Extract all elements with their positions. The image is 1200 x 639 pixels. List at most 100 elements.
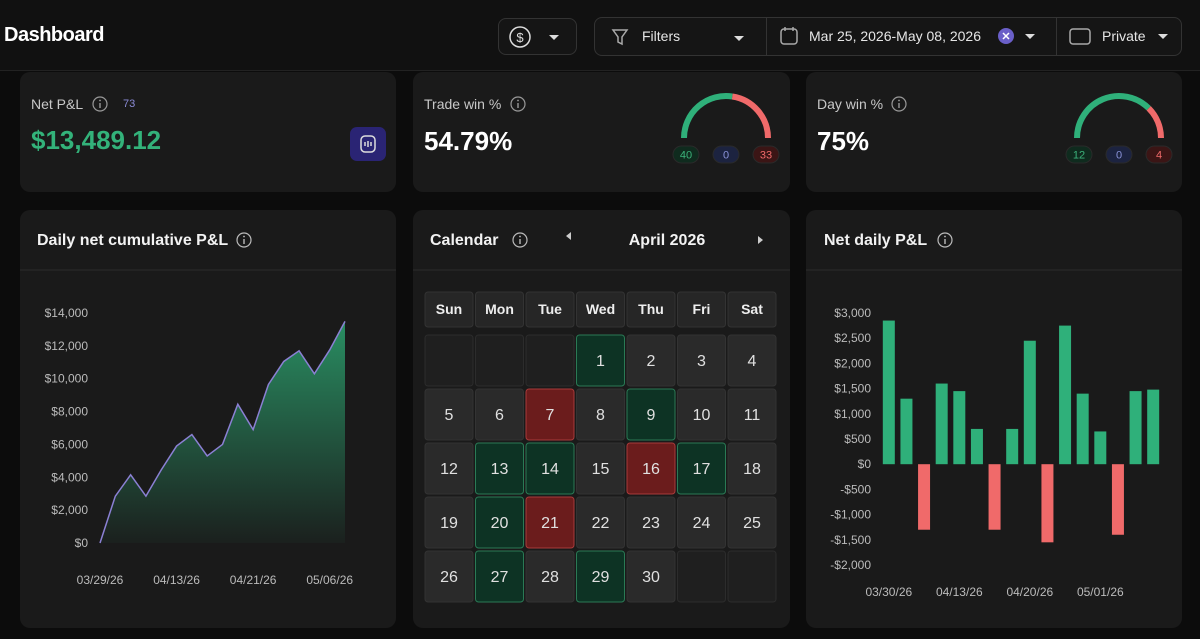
day-number: 15 — [592, 461, 610, 478]
day-number: 21 — [541, 515, 559, 532]
empty-cell — [475, 334, 524, 387]
x-tick-label: 04/13/26 — [153, 573, 200, 587]
x-tick-label: 05/06/26 — [306, 573, 353, 587]
day-number: 8 — [596, 407, 605, 424]
filters-button[interactable]: Filters — [594, 17, 767, 56]
card-label: Net P&L — [31, 96, 84, 112]
weekday-cell — [727, 291, 777, 328]
y-tick-label: $12,000 — [45, 339, 89, 353]
x-tick-label: 04/21/26 — [230, 573, 277, 587]
day-cell — [475, 388, 524, 441]
day-cell — [475, 442, 524, 495]
gauge-badge — [1105, 145, 1133, 164]
y-tick-label: $500 — [844, 432, 871, 446]
prev-month[interactable] — [566, 232, 571, 240]
filters-icon — [611, 29, 744, 46]
x-tick-label: 05/01/26 — [1077, 585, 1124, 599]
calendar: Calendar April 2026 Sun Mon Tue Wed Thu Fri Sa… — [413, 232, 790, 603]
day-number: 29 — [592, 569, 610, 586]
gauge: 12 0 4 — [1065, 93, 1173, 164]
gauge-count: 4 — [1156, 150, 1162, 162]
y-tick-label: $10,000 — [45, 372, 89, 386]
day-cell — [677, 442, 726, 495]
currency-button[interactable]: $ — [498, 18, 577, 55]
y-tick-label: $3,000 — [834, 306, 871, 320]
day-number: 2 — [647, 353, 656, 370]
account-button[interactable]: Private — [1056, 17, 1182, 56]
bar — [1111, 464, 1124, 535]
day-number: 25 — [743, 515, 761, 532]
day-cell — [525, 496, 575, 549]
y-tick-label: $2,000 — [51, 503, 88, 517]
y-tick-label: -$1,500 — [830, 533, 871, 547]
line — [99, 321, 346, 544]
bar — [988, 464, 1001, 530]
weekday-label: Wed — [586, 301, 615, 317]
gauge-badge — [1065, 145, 1093, 164]
account-label: Private — [1102, 28, 1146, 44]
page-title: Dashboard — [4, 24, 104, 46]
day-cell — [626, 442, 676, 495]
day-number: 23 — [642, 515, 660, 532]
day-cell — [525, 550, 575, 603]
day-number: 16 — [642, 461, 660, 478]
day-cell — [424, 496, 474, 549]
empty-cell — [424, 334, 474, 387]
day-win-value: 75% — [817, 126, 870, 156]
bar — [882, 320, 895, 465]
card-label: Trade win % — [424, 96, 502, 112]
next-month[interactable] — [758, 236, 763, 244]
x-tick-label: 03/29/26 — [77, 573, 124, 587]
day-win-card: Day win % 75% 12 0 4 — [806, 72, 1182, 192]
weekday-label: Thu — [638, 301, 664, 317]
y-tick-label: $6,000 — [51, 437, 88, 451]
card-label: Day win % — [817, 96, 884, 112]
day-number: 14 — [541, 461, 559, 478]
bar — [1041, 464, 1054, 543]
y-tick-label: $0 — [858, 457, 872, 471]
bar — [935, 383, 948, 465]
day-cell — [626, 334, 676, 387]
empty-cell — [677, 550, 726, 603]
day-number: 11 — [744, 407, 761, 424]
x-tick-label: 03/30/26 — [865, 585, 912, 599]
day-number: 5 — [445, 407, 454, 424]
currency-icon: $ — [509, 26, 559, 48]
bar — [1129, 391, 1142, 465]
day-cell — [424, 442, 474, 495]
date-range-button[interactable]: Mar 25, 2026-May 08, 2026 — [766, 17, 1057, 56]
gauge-badge — [712, 145, 740, 164]
y-tick-label: -$500 — [840, 482, 871, 496]
day-number: 20 — [491, 515, 509, 532]
bar — [1094, 431, 1107, 465]
day-cell — [525, 442, 575, 495]
day-cell — [475, 550, 524, 603]
weekday-label: Mon — [485, 301, 514, 317]
trade-win-value: 54.79% — [424, 126, 513, 156]
y-tick-label: -$1,000 — [830, 508, 871, 522]
day-cell — [626, 550, 676, 603]
day-number: 10 — [693, 407, 711, 424]
day-number: 4 — [748, 353, 757, 370]
day-number: 19 — [440, 515, 458, 532]
y-tick-label: $0 — [75, 536, 89, 550]
y-tick-label: $2,000 — [834, 356, 871, 370]
day-cell — [677, 496, 726, 549]
y-tick-label: $8,000 — [51, 405, 88, 419]
gauge-count: 12 — [1073, 150, 1085, 162]
day-cell — [576, 550, 625, 603]
bar — [1023, 340, 1036, 465]
day-number: 30 — [642, 569, 660, 586]
trade-win-card: Trade win % 54.79% 40 0 33 — [413, 72, 790, 192]
day-cell — [576, 496, 625, 549]
chart-icon[interactable] — [350, 127, 386, 161]
day-number: 22 — [592, 515, 610, 532]
weekday-label: Sat — [741, 301, 763, 317]
day-number: 3 — [697, 353, 706, 370]
info-icon — [891, 96, 907, 112]
day-cell — [626, 496, 676, 549]
gauge-count: 33 — [760, 150, 772, 162]
day-number: 7 — [546, 407, 555, 424]
y-tick-label: $1,500 — [834, 382, 871, 396]
empty-cell — [727, 550, 777, 603]
